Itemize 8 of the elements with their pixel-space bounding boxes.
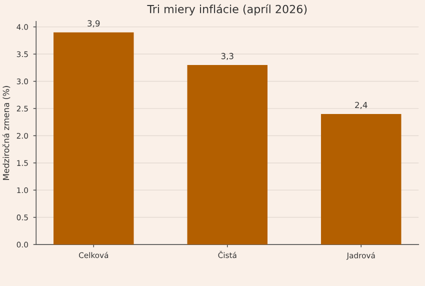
data-label: 3,9 (88, 20, 100, 28)
y-axis-title: Medziročná zmena (%) (2, 86, 10, 180)
chart-title: Tri miery inflácie (apríl 2026) (147, 4, 307, 16)
data-label: 3,3 (221, 52, 234, 60)
bar (187, 64, 268, 245)
bar (320, 114, 402, 245)
bar (54, 32, 134, 245)
data-label: 2,4 (355, 102, 368, 110)
